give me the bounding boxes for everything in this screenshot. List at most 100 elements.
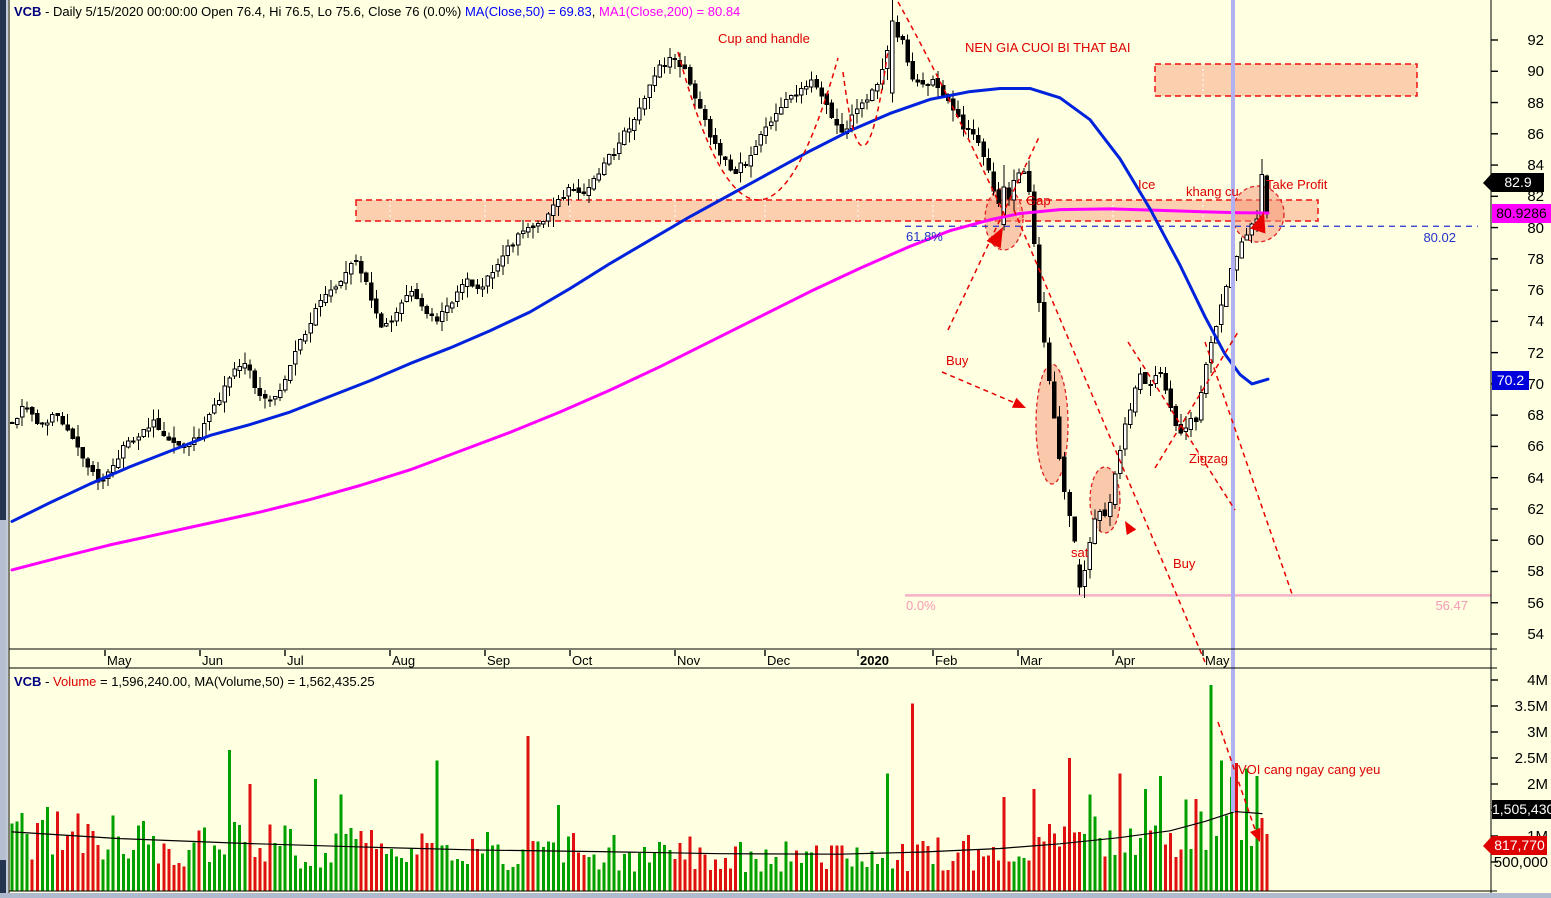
- volume-bar: [1154, 825, 1158, 891]
- month-label-apr[interactable]: Apr: [1115, 653, 1136, 668]
- price-ohlc-text: - Daily 5/15/2020 00:00:00 Open 76.4, Hi…: [41, 4, 465, 19]
- annotation-text: VOI cang ngay cang yeu: [1238, 762, 1381, 777]
- volume-bar: [258, 848, 262, 891]
- candle-body: [1224, 285, 1229, 307]
- price-plot[interactable]: [9, 0, 1509, 599]
- candle-body: [738, 162, 743, 174]
- month-label-dec[interactable]: Dec: [767, 653, 791, 668]
- volume-bar: [86, 824, 90, 891]
- candle-body: [116, 458, 121, 468]
- annotation-text: sat: [1071, 545, 1089, 560]
- candle-body: [632, 118, 637, 132]
- month-label-2020[interactable]: 2020: [860, 653, 889, 668]
- volume-bar: [577, 852, 581, 891]
- volume-bar: [1214, 836, 1218, 891]
- volume-bar: [1012, 861, 1016, 891]
- annotation-text: Gap: [1026, 193, 1051, 208]
- candle-body: [692, 83, 698, 99]
- month-label-oct[interactable]: Oct: [572, 653, 593, 668]
- candle-body: [657, 64, 662, 78]
- candle-body: [885, 49, 890, 69]
- volume-bar: [20, 813, 24, 891]
- candle-body: [363, 272, 369, 282]
- price-axis-tick-label: 76: [1527, 282, 1544, 300]
- price-axis-tick-label: 64: [1527, 469, 1544, 487]
- volume-bar: [1103, 856, 1107, 891]
- candle-body: [171, 437, 177, 444]
- volume-axis-tick-label: 3.5M: [1514, 698, 1548, 715]
- candle-body: [814, 78, 819, 88]
- candle-body: [687, 66, 693, 85]
- candle-body: [29, 406, 35, 415]
- candle-body: [616, 142, 622, 154]
- candle-body: [541, 220, 546, 225]
- candle-body: [1138, 373, 1143, 390]
- candle-body: [596, 173, 602, 181]
- annotation-arrow: [1250, 827, 1261, 842]
- candle-body: [429, 313, 435, 316]
- candle-body: [323, 294, 328, 303]
- month-label-jun[interactable]: Jun: [202, 653, 223, 668]
- volume-plot[interactable]: [10, 685, 1269, 891]
- month-label-feb[interactable]: Feb: [935, 653, 958, 668]
- volume-bar: [445, 844, 449, 891]
- volume-bar: [754, 859, 758, 891]
- candle-body: [358, 260, 364, 274]
- volume-bar: [177, 862, 181, 891]
- candle-body: [627, 128, 632, 133]
- volume-bar: [162, 843, 166, 891]
- month-label-sep[interactable]: Sep: [487, 653, 511, 668]
- volume-bar: [303, 862, 307, 891]
- month-label-jul[interactable]: Jul: [287, 653, 304, 668]
- left-window-edge-scrollarea[interactable]: [0, 520, 6, 860]
- month-label-nov[interactable]: Nov: [677, 653, 701, 668]
- candle-body: [227, 377, 232, 388]
- volume-bar: [61, 849, 65, 891]
- candle-body: [864, 99, 870, 103]
- volume-bar: [1002, 797, 1006, 891]
- candle-body: [35, 413, 40, 425]
- volume-bar: [597, 869, 601, 891]
- volume-bar: [1194, 799, 1198, 891]
- price-axis-tick-label: 84: [1527, 157, 1544, 175]
- resistance-band: [355, 199, 1319, 222]
- candle-body: [971, 128, 976, 135]
- annotation-text: Buy: [946, 353, 969, 368]
- month-label-aug[interactable]: Aug: [392, 653, 416, 668]
- volume-bar: [152, 835, 156, 891]
- volume-bar: [749, 851, 753, 891]
- volume-bar: [56, 811, 60, 891]
- candle-body: [799, 88, 804, 96]
- volume-bar: [1052, 833, 1056, 891]
- volume-bar: [541, 846, 545, 891]
- month-label-may[interactable]: May: [107, 653, 132, 668]
- volume-bar: [840, 845, 844, 891]
- volume-bar: [936, 837, 940, 891]
- candle-body: [809, 79, 814, 88]
- candle-body: [1208, 341, 1214, 364]
- volume-bar: [653, 852, 657, 891]
- candle-body: [1219, 304, 1224, 326]
- volume-bar: [658, 841, 662, 891]
- annotation-dashed-line: [1217, 721, 1259, 839]
- volume-axis-tick-label: 2.5M: [1514, 750, 1548, 767]
- candle-body: [1041, 301, 1047, 343]
- candle-body: [272, 395, 278, 400]
- price-axis-tick-label: 92: [1527, 31, 1544, 49]
- candle-body: [637, 107, 642, 121]
- volume-bar: [976, 849, 980, 891]
- volume-bar: [729, 868, 733, 891]
- candle-body: [1016, 172, 1022, 183]
- candle-body: [40, 422, 45, 425]
- volume-bar: [390, 849, 393, 891]
- volume-bar: [779, 871, 783, 891]
- volume-bar: [137, 825, 140, 891]
- ma200-line: [10, 207, 1270, 572]
- candle-body: [1122, 423, 1128, 450]
- fib-618-right-label: 80.02: [1423, 230, 1456, 246]
- month-label-mar[interactable]: Mar: [1020, 653, 1043, 668]
- volume-bar: [35, 823, 39, 891]
- month-label-may[interactable]: May: [1205, 653, 1230, 668]
